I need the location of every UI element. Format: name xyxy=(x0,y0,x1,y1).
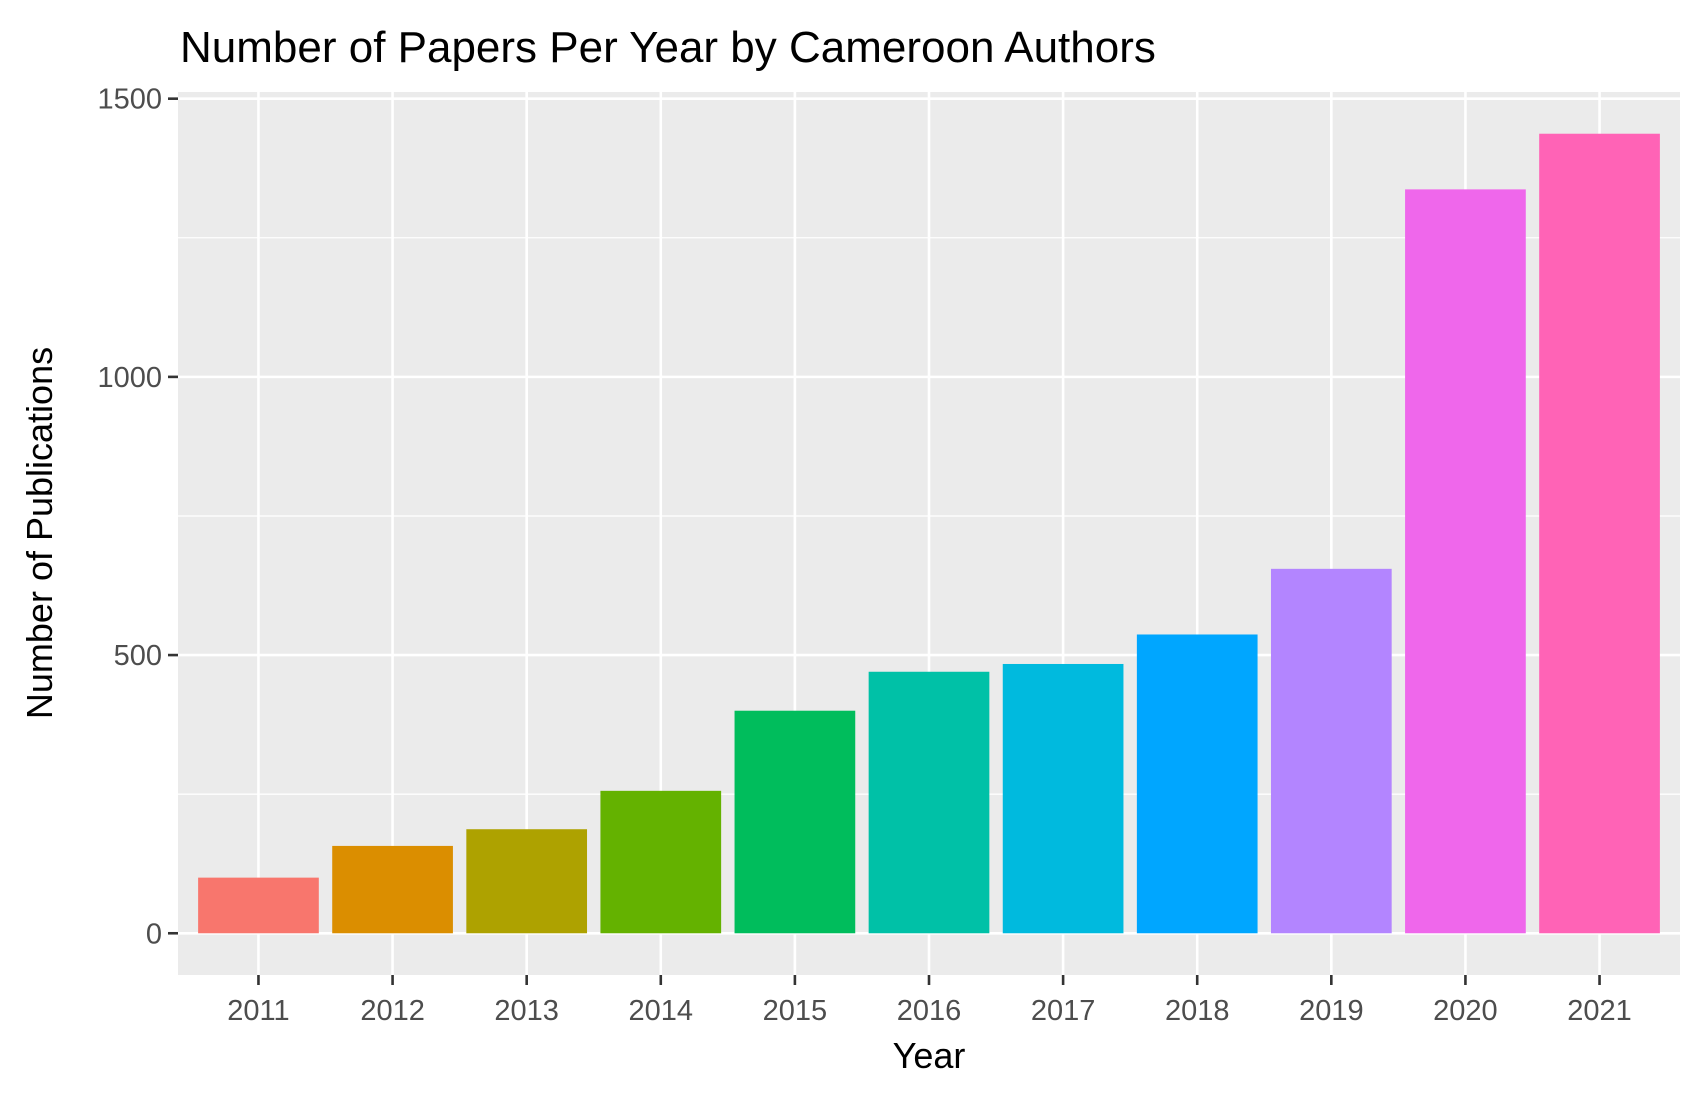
x-tick-label: 2019 xyxy=(1299,995,1364,1027)
bar-2011 xyxy=(198,877,319,934)
x-tick-label: 2016 xyxy=(897,995,962,1027)
bar-2020 xyxy=(1405,189,1526,934)
y-tick-label: 0 xyxy=(146,918,162,950)
y-tick-label: 1500 xyxy=(97,84,162,116)
x-tick-label: 2017 xyxy=(1031,995,1096,1027)
bar-2015 xyxy=(734,710,856,934)
bar-2019 xyxy=(1270,568,1392,934)
x-tick-label: 2018 xyxy=(1165,995,1230,1027)
bar-2021 xyxy=(1539,133,1660,934)
y-tick-label: 1000 xyxy=(97,362,162,394)
bar-2014 xyxy=(600,790,722,934)
bar-2016 xyxy=(868,671,990,934)
bar-2013 xyxy=(466,829,588,934)
bar-2018 xyxy=(1136,634,1258,934)
bar-2017 xyxy=(1002,663,1124,934)
bar-2012 xyxy=(332,845,453,934)
x-tick-label: 2013 xyxy=(494,995,559,1027)
y-axis-title: Number of Publications xyxy=(19,347,60,719)
x-tick-label: 2014 xyxy=(629,995,694,1027)
x-tick-label: 2015 xyxy=(763,995,828,1027)
x-tick-label: 2012 xyxy=(360,995,425,1027)
x-tick-label: 2020 xyxy=(1433,995,1498,1027)
y-tick-label: 500 xyxy=(114,640,162,672)
bars xyxy=(198,133,1660,934)
x-tick-label: 2011 xyxy=(227,995,289,1027)
chart-title: Number of Papers Per Year by Cameroon Au… xyxy=(180,23,1156,72)
x-tick-label: 2021 xyxy=(1567,995,1632,1027)
y-axis: 0 500 1000 1500 xyxy=(97,84,178,950)
x-axis: 2011 2012 2013 2014 2015 2016 2017 2018 2019 2020… xyxy=(227,975,1632,1027)
x-axis-title: Year xyxy=(893,1035,966,1076)
